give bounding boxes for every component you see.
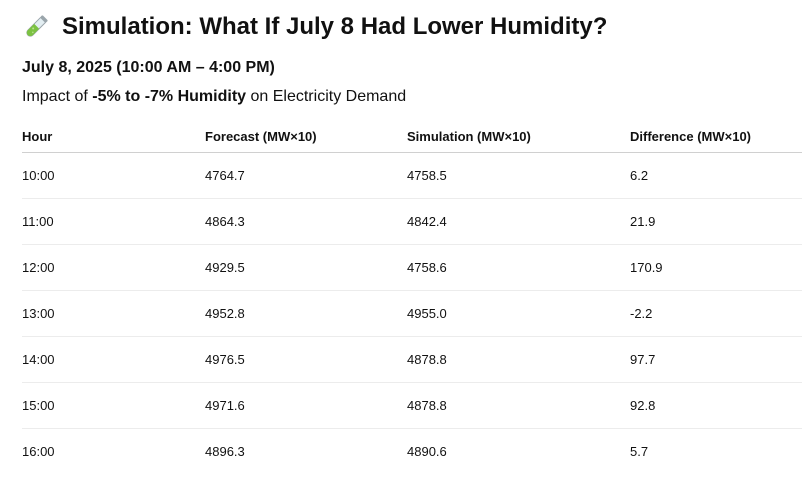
cell-simulation: 4878.8 [407, 382, 630, 429]
table-header-row: Hour Forecast (MW×10) Simulation (MW×10)… [22, 121, 802, 153]
cell-difference: 21.9 [630, 198, 802, 245]
cell-forecast: 4896.3 [205, 444, 245, 459]
cell-hour: 15:00 [22, 382, 205, 429]
column-header-simulation: Simulation (MW×10) [407, 121, 630, 153]
cell-simulation: 4955.0 [407, 290, 630, 337]
cell-simulation: 4758.6 [407, 244, 630, 291]
impact-strong: -5% to -7% Humidity [92, 88, 247, 105]
cell-difference: -2.2 [630, 290, 802, 337]
cell-forecast: 4971.6 [205, 382, 407, 429]
cell-difference: 6.2 [630, 152, 802, 199]
test-tube-icon [26, 15, 48, 37]
cell-hour: 13:00 [22, 290, 205, 337]
cell-simulation: 4878.8 [407, 336, 630, 383]
table-row: 12:00 4929.5 4758.6 170.9 [22, 244, 802, 291]
cell-simulation: 4758.5 [407, 152, 630, 199]
impact-prefix: Impact of [22, 88, 93, 105]
cell-difference: 92.8 [630, 382, 802, 429]
cell-hour: 12:00 [22, 244, 205, 291]
page-title: Simulation: What If July 8 Had Lower Hum… [22, 12, 607, 42]
cell-forecast: 4929.5 [205, 244, 407, 291]
cell-simulation: 4890.6 [407, 444, 447, 459]
cell-hour: 11:00 [22, 198, 205, 245]
cell-forecast: 4976.5 [205, 336, 407, 383]
cell-forecast: 4952.8 [205, 290, 407, 337]
table-row: 15:00 4971.6 4878.8 92.8 [22, 382, 802, 429]
column-header-forecast: Forecast (MW×10) [205, 121, 407, 153]
table-row: 14:00 4976.5 4878.8 97.7 [22, 336, 802, 383]
table-row: 11:00 4864.3 4842.4 21.9 [22, 198, 802, 245]
title-text: Simulation: What If July 8 Had Lower Hum… [62, 13, 608, 40]
date-range: July 8, 2025 (10:00 AM – 4:00 PM) [22, 59, 275, 76]
cell-forecast: 4764.7 [205, 152, 407, 199]
cell-simulation: 4842.4 [407, 198, 630, 245]
column-header-difference: Difference (MW×10) [630, 121, 802, 153]
cell-hour: 14:00 [22, 336, 205, 383]
cell-hour: 10:00 [22, 152, 205, 199]
cell-forecast: 4864.3 [205, 198, 407, 245]
cell-difference: 5.7 [630, 444, 649, 459]
column-header-hour: Hour [22, 121, 205, 153]
simulation-table: Hour Forecast (MW×10) Simulation (MW×10)… [22, 121, 802, 474]
cell-hour: 16:00 [22, 444, 55, 459]
cell-difference: 97.7 [630, 336, 802, 383]
impact-description: Impact of -5% to -7% Humidity on Electri… [22, 88, 406, 106]
impact-suffix: on Electricity Demand [246, 88, 407, 105]
table-row: 16:00 4896.3 4890.6 5.7 [22, 429, 802, 475]
cell-difference: 170.9 [630, 244, 802, 291]
table-row: 13:00 4952.8 4955.0 -2.2 [22, 290, 802, 337]
table-row: 10:00 4764.7 4758.5 6.2 [22, 152, 802, 199]
